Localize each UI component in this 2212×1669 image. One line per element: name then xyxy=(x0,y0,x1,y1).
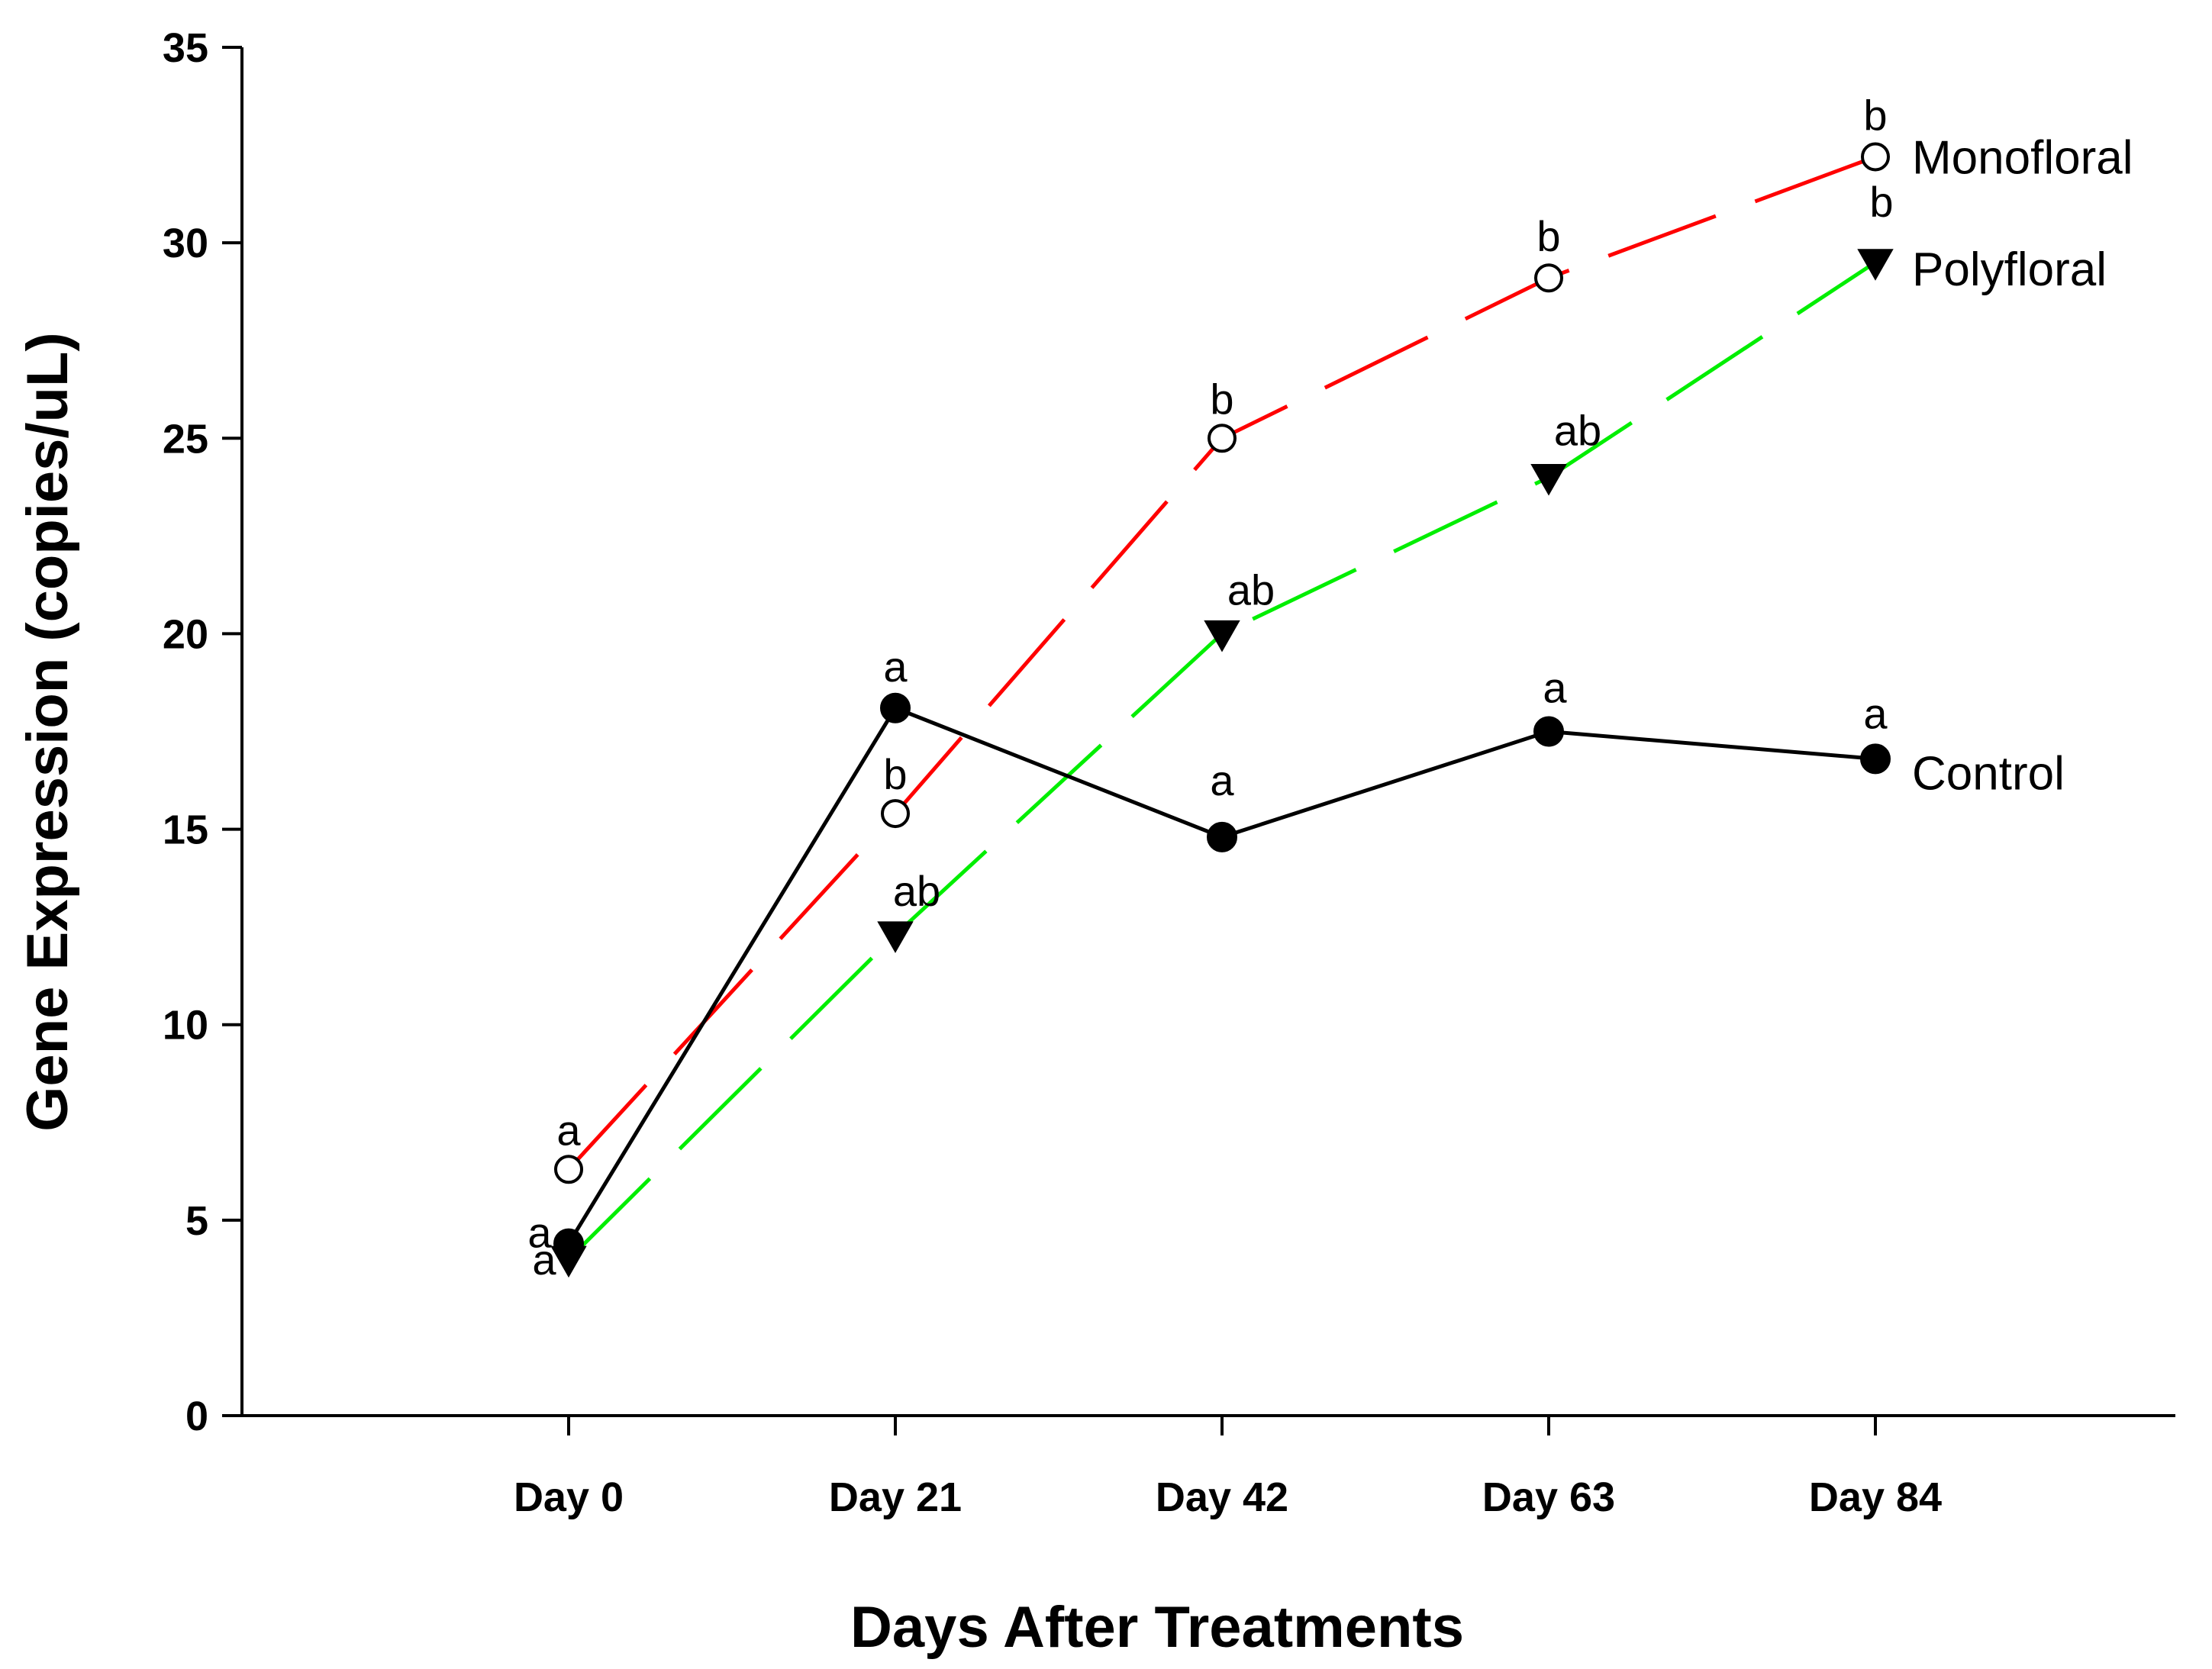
y-tick-label: 5 xyxy=(185,1198,208,1244)
x-tick-label: Day 63 xyxy=(1482,1474,1615,1520)
significance-letter-control: a xyxy=(1210,756,1234,804)
significance-letter-polyfloral: b xyxy=(1869,178,1893,226)
x-tick-label: Day 21 xyxy=(829,1474,962,1520)
y-tick-label: 15 xyxy=(163,807,208,853)
x-axis-title: Days After Treatments xyxy=(850,1595,1464,1660)
significance-letter-control: a xyxy=(1863,689,1888,737)
y-tick-label: 20 xyxy=(163,611,208,657)
significance-letter-polyfloral: ab xyxy=(1227,565,1275,614)
data-point-monofloral xyxy=(554,1155,583,1184)
data-point-polyfloral xyxy=(1857,249,1894,281)
y-tick-label: 10 xyxy=(163,1003,208,1049)
significance-letter-polyfloral: ab xyxy=(1554,407,1601,455)
data-point-control xyxy=(553,1228,584,1259)
significance-letter-polyfloral: ab xyxy=(893,867,940,915)
data-point-monofloral xyxy=(1208,424,1237,453)
y-tick-label: 30 xyxy=(163,221,208,266)
data-point-control xyxy=(880,692,911,723)
data-point-control xyxy=(1860,743,1891,775)
y-tick-label: 25 xyxy=(163,416,208,462)
significance-letter-monofloral: b xyxy=(1863,91,1887,139)
significance-letter-monofloral: b xyxy=(1536,212,1560,260)
series-label-polyfloral: Polyfloral xyxy=(1912,243,2107,296)
x-tick-label: Day 42 xyxy=(1156,1474,1288,1520)
data-point-control xyxy=(1533,716,1564,747)
significance-letter-control: a xyxy=(527,1209,552,1257)
series-label-control: Control xyxy=(1912,747,2065,800)
significance-letter-control: a xyxy=(1543,664,1567,712)
y-tick-label: 0 xyxy=(185,1394,208,1439)
significance-letter-monofloral: b xyxy=(883,750,907,798)
y-tick-label: 35 xyxy=(163,25,208,71)
ticks: 0 5 10 15 20 25 30 35 Day 0 Day 21 Day 42 Day 63 Day… xyxy=(163,25,1942,1520)
series-line-monofloral xyxy=(567,155,1876,1171)
x-tick-label: Day 84 xyxy=(1809,1474,1942,1520)
significance-letter-monofloral: b xyxy=(1210,375,1233,423)
series-label-monofloral: Monofloral xyxy=(1912,131,2133,184)
data-point-control xyxy=(1207,821,1237,852)
x-tick-label: Day 0 xyxy=(514,1474,624,1520)
significance-labels: abbbbMonofloralaabababbPolyfloralaaaaaCo… xyxy=(527,91,2133,1284)
series-markers xyxy=(550,142,1894,1278)
significance-letter-polyfloral: a xyxy=(532,1236,556,1284)
axes xyxy=(240,47,2175,1417)
data-point-polyfloral xyxy=(1530,464,1567,496)
data-point-monofloral xyxy=(1861,142,1890,172)
y-axis-title: Gene Expression (copies/uL) xyxy=(15,332,80,1131)
significance-letter-monofloral: a xyxy=(556,1106,581,1154)
significance-letter-control: a xyxy=(883,643,908,691)
series-lines xyxy=(566,155,1877,1261)
data-point-monofloral xyxy=(1534,263,1563,293)
data-point-monofloral xyxy=(881,799,910,829)
data-point-polyfloral xyxy=(877,921,914,953)
data-point-polyfloral xyxy=(1204,620,1240,652)
